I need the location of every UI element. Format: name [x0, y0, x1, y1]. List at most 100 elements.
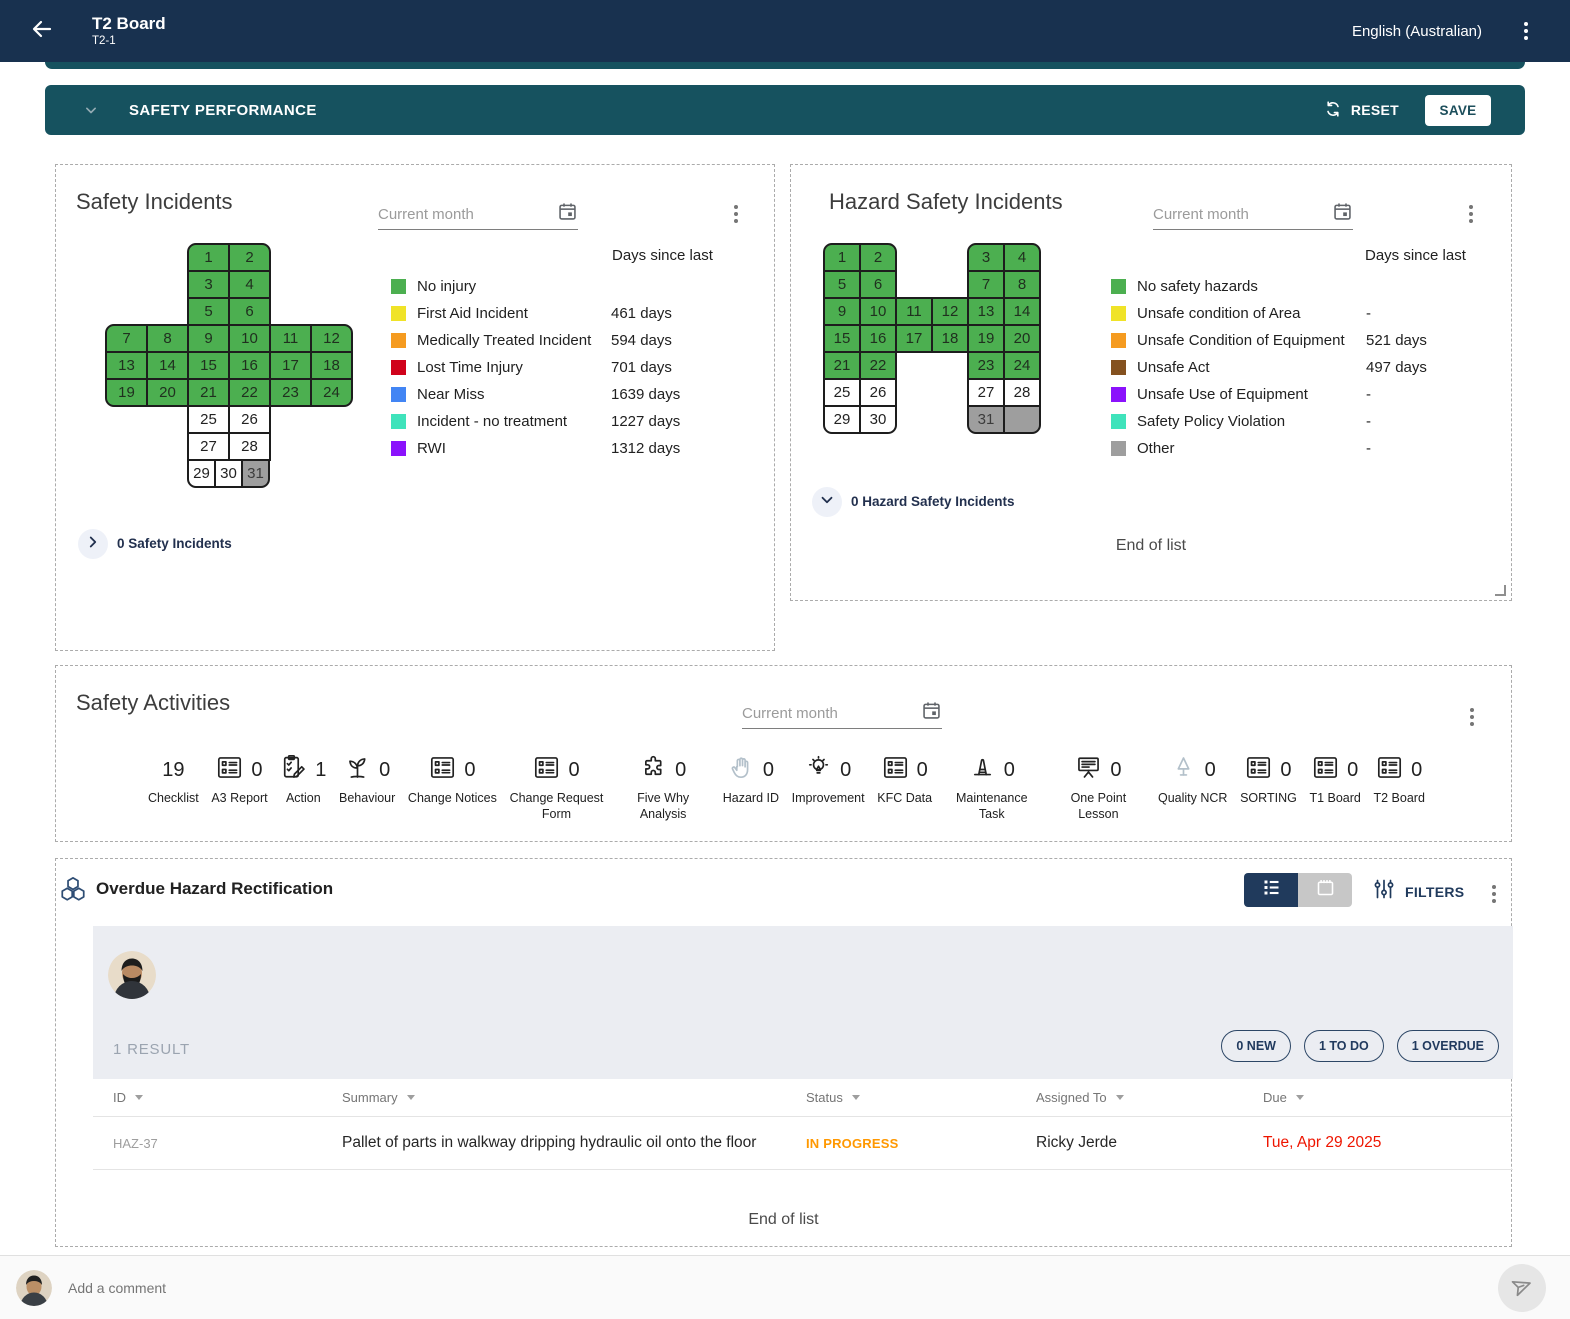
legend-value: 521 days	[1366, 332, 1427, 349]
column-header-status[interactable]: Status	[806, 1090, 1036, 1105]
activity-improvement[interactable]: 0 Improvement	[792, 754, 865, 806]
column-header-assigned-to[interactable]: Assigned To	[1036, 1090, 1263, 1105]
period-select[interactable]: Current month	[378, 199, 578, 230]
section-title: Overdue Hazard Rectification	[96, 879, 334, 898]
form-icon	[533, 754, 560, 786]
activity-behaviour[interactable]: 0 Behaviour	[339, 754, 395, 806]
legend-label: Other	[1137, 440, 1175, 457]
legend-label: Unsafe Act	[1137, 359, 1210, 376]
calendar-day-28: 28	[1003, 378, 1041, 407]
activity-five-why-analysis[interactable]: 0 Five Why Analysis	[616, 754, 710, 823]
calendar-day-27: 27	[187, 432, 230, 461]
chip-1-overdue[interactable]: 1 OVERDUE	[1396, 1030, 1499, 1062]
legend-item-unsafe-condition-of-area: Unsafe condition of Area -	[1111, 300, 1427, 327]
calendar-day-21: 21	[823, 351, 861, 380]
calendar-view-button[interactable]	[1298, 873, 1352, 907]
back-button[interactable]	[22, 11, 62, 51]
card-more-options-button[interactable]	[1465, 201, 1477, 227]
activity-count: 0	[840, 758, 852, 781]
activity-label: Action	[285, 791, 321, 805]
legend-label: First Aid Incident	[417, 305, 528, 322]
calendar-day-18: 18	[931, 324, 969, 353]
legend-item-unsafe-condition-of-equipment: Unsafe Condition of Equipment 521 days	[1111, 327, 1427, 354]
calendar-day-14: 14	[146, 351, 189, 380]
legend-label: Safety Policy Violation	[1137, 413, 1286, 430]
calendar-day-14: 14	[1003, 297, 1041, 326]
legend-swatch	[1111, 414, 1126, 429]
filters-button[interactable]: FILTERS	[1372, 877, 1464, 906]
cell-assigned-to: Ricky Jerde	[1036, 1134, 1117, 1151]
calendar-day-10: 10	[859, 297, 897, 326]
activity-one-point-lesson[interactable]: 0 One Point Lesson	[1051, 754, 1145, 823]
cell-due: Tue, Apr 29 2025	[1263, 1134, 1382, 1151]
activity-a3-report[interactable]: 0 A3 Report	[211, 754, 268, 806]
status-chips: 0 NEW 1 TO DO 1 OVERDUE	[1208, 1030, 1499, 1062]
card-more-options-button[interactable]	[730, 201, 742, 227]
overdue-hazard-card: Overdue Hazard Rectification FILTERS 1 R…	[55, 858, 1513, 1247]
save-button[interactable]: SAVE	[1425, 94, 1491, 126]
activity-checklist[interactable]: 19 Checklist	[148, 754, 199, 806]
activity-maintenance-task[interactable]: 0 Maintenance Task	[945, 754, 1039, 823]
legend-label: Medically Treated Incident	[417, 332, 592, 349]
activity-kfc-data[interactable]: 0 KFC Data	[877, 754, 932, 806]
language-selector[interactable]: English (Australian)	[1351, 22, 1482, 40]
form-icon	[1376, 754, 1403, 786]
card-more-options-button[interactable]	[1466, 704, 1478, 730]
form-icon	[882, 754, 909, 786]
column-header-id[interactable]: ID	[113, 1090, 342, 1105]
list-view-button[interactable]	[1244, 873, 1298, 907]
legend-value: -	[1366, 386, 1371, 403]
legend-item-first-aid-incident: First Aid Incident 461 days	[391, 300, 680, 327]
calendar-day-12: 12	[310, 324, 353, 353]
chip-1-to-do[interactable]: 1 TO DO	[1303, 1030, 1384, 1062]
legend-swatch	[391, 441, 406, 456]
calendar-day-22: 22	[859, 351, 897, 380]
legend-swatch	[391, 360, 406, 375]
calendar-day-8: 8	[146, 324, 189, 353]
calendar-day-13: 13	[967, 297, 1005, 326]
period-value: Current month	[378, 205, 474, 223]
activity-count: 0	[1347, 758, 1359, 781]
calendar-day-11: 11	[269, 324, 312, 353]
table-row-haz-37[interactable]: HAZ-37 Pallet of parts in walkway drippin…	[93, 1117, 1513, 1170]
action-icon	[280, 754, 307, 786]
legend-swatch	[391, 414, 406, 429]
calendar-day-31: 31	[241, 459, 270, 488]
activity-sorting[interactable]: 0 SORTING	[1240, 754, 1297, 806]
collapse-chevron-icon[interactable]	[81, 100, 101, 120]
legend-item-no-safety-hazards: No safety hazards	[1111, 273, 1427, 300]
chip-0-new[interactable]: 0 NEW	[1221, 1030, 1291, 1062]
section-more-options-button[interactable]	[1488, 881, 1500, 907]
hazard-calendar-h: 1 2 3 4 5 6 7 8 9 10 11 12 13 14 15 16 17 18 19 20 21 22 23 24 2…	[823, 243, 1041, 434]
column-header-due[interactable]: Due	[1263, 1090, 1513, 1105]
expand-button[interactable]	[78, 529, 108, 559]
collapse-button[interactable]	[812, 487, 842, 517]
calendar-day-10: 10	[228, 324, 271, 353]
activity-label: Five Why Analysis	[637, 791, 690, 822]
send-comment-button[interactable]	[1498, 1263, 1546, 1312]
cell-status: IN PROGRESS	[806, 1135, 899, 1151]
comment-input[interactable]	[66, 1278, 1498, 1297]
activity-quality-ncr[interactable]: 0 Quality NCR	[1158, 754, 1227, 806]
legend-label: Incident - no treatment	[417, 413, 568, 430]
sort-arrow-icon	[135, 1095, 143, 1100]
period-select[interactable]: Current month	[742, 698, 942, 729]
card-title: Hazard Safety Incidents	[829, 189, 1063, 214]
activity-count: 0	[379, 758, 391, 781]
safety-activities-card: Safety Activities Current month 19 Checkl…	[55, 665, 1512, 842]
activity-hazard-id[interactable]: 0 Hazard ID	[723, 754, 779, 806]
incident-count-label: 0 Safety Incidents	[117, 536, 232, 551]
activity-t2-board[interactable]: 0 T2 Board	[1374, 754, 1425, 806]
column-header-summary[interactable]: Summary	[342, 1090, 806, 1105]
activity-action[interactable]: 1 Action	[280, 754, 326, 806]
period-select[interactable]: Current month	[1153, 199, 1353, 230]
appbar-more-options-button[interactable]	[1520, 18, 1532, 44]
reset-button[interactable]: RESET	[1323, 99, 1399, 122]
tree-icon	[1170, 754, 1197, 786]
legend-label: No injury	[417, 278, 477, 295]
activity-t1-board[interactable]: 0 T1 Board	[1309, 754, 1361, 806]
activity-change-notices[interactable]: 0 Change Notices	[408, 754, 497, 806]
activity-change-request-form[interactable]: 0 Change Request Form	[510, 754, 604, 823]
resize-handle[interactable]	[1495, 585, 1506, 596]
